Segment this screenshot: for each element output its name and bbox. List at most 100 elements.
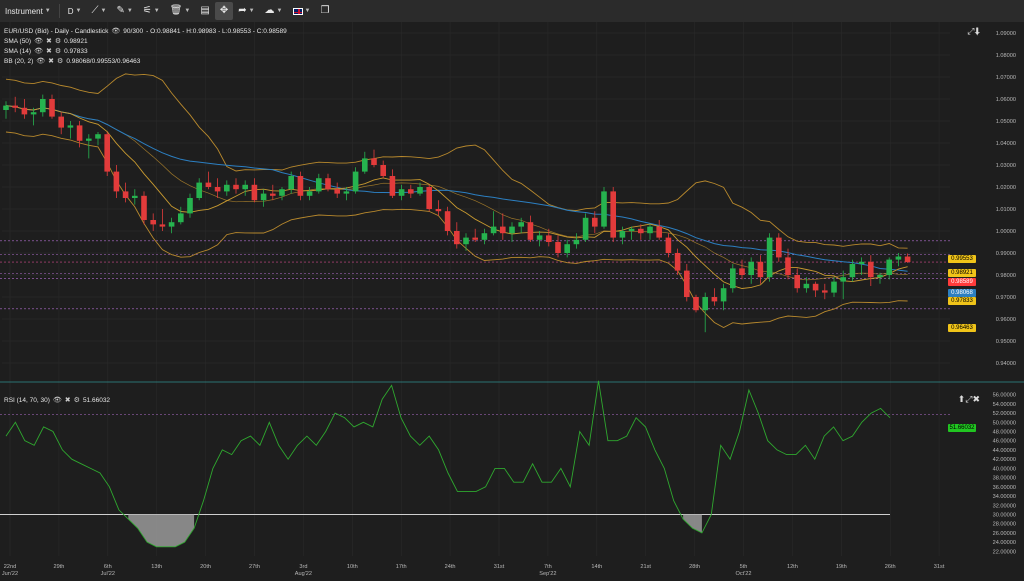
gear-icon[interactable]: ⚙ [54, 38, 62, 45]
chevron-down-icon: ▼ [184, 8, 191, 14]
bear-candle [113, 171, 120, 192]
close-icon[interactable]: ✖ [45, 48, 52, 55]
rsi-axis-label: 28.00000 [993, 522, 1016, 528]
chevron-down-icon: ▼ [153, 8, 160, 14]
bull-candle [518, 222, 524, 227]
bear-candle [233, 184, 239, 190]
rsi-axis-label: 26.00000 [993, 531, 1016, 537]
share-button[interactable]: ➦ ▼ [233, 0, 259, 22]
bear-candle [251, 184, 258, 201]
bull-candle [86, 138, 92, 141]
rsi-tag: 51.66032 [948, 424, 976, 432]
weather-button[interactable]: ☁ ▼ [260, 0, 288, 22]
bear-candle [757, 261, 764, 278]
rsi-axis-label: 56.00000 [993, 393, 1016, 399]
panel-controls-icon[interactable]: ⬆⤢✖ [957, 394, 980, 404]
bear-candle [334, 189, 340, 194]
rsi-axis-label: 24.00000 [993, 540, 1016, 546]
popout-window-button[interactable]: ❐ [315, 0, 334, 22]
eye-icon[interactable]: 👁 [36, 58, 46, 65]
bear-candle [408, 189, 414, 194]
bear-candle [325, 178, 331, 190]
eye-icon[interactable]: 👁 [52, 397, 62, 404]
bull-candle [509, 226, 515, 234]
bear-candle [868, 261, 874, 278]
bull-candle [187, 198, 193, 214]
bear-candle [500, 226, 506, 234]
bull-candle [398, 189, 405, 196]
bull-candle [573, 239, 580, 245]
bull-candle [831, 281, 837, 293]
time-axis-label: 3rd [299, 564, 307, 570]
ohlc-readout: - O:0.98841 - H:0.98983 - L:0.98553 - C:… [146, 27, 287, 35]
time-axis-month-label: Jul'22 [101, 571, 115, 576]
eye-icon[interactable]: 👁 [34, 38, 43, 45]
bull-candle [67, 125, 74, 128]
bear-candle [380, 165, 386, 176]
close-icon[interactable]: ✖ [48, 58, 55, 65]
bear-candle [812, 283, 819, 291]
rsi-value: 51.66032 [82, 396, 111, 404]
rsi-axis-label: 42.00000 [993, 457, 1016, 463]
instrument-dropdown[interactable]: Instrument ▼ [0, 0, 56, 22]
bull-candle [536, 235, 543, 240]
bear-candle [794, 275, 800, 289]
panels-button[interactable]: ▤ [195, 0, 214, 22]
trendline-tool-button[interactable]: ⟋ ▼ [86, 0, 111, 22]
bull-candle [95, 134, 101, 139]
price-axis-label: 0.95000 [996, 339, 1016, 345]
eye-icon[interactable]: 👁 [34, 48, 43, 55]
bull-candle [481, 233, 488, 240]
close-icon[interactable]: ✖ [45, 38, 52, 45]
bear-candle [592, 217, 598, 227]
bull-candle [30, 112, 37, 115]
rsi-axis-label: 32.00000 [993, 503, 1016, 509]
bear-candle [159, 224, 166, 227]
rsi-axis-label: 44.00000 [993, 448, 1016, 454]
gear-icon[interactable]: ⚙ [57, 58, 64, 65]
time-axis-label: 31st [494, 564, 505, 570]
instrument-label: Instrument [5, 6, 43, 16]
bull-candle [3, 105, 9, 110]
expand-icon[interactable]: ⤢⬇ [967, 26, 980, 36]
time-axis-label: 29th [53, 564, 64, 570]
chevron-down-icon: ▼ [276, 8, 283, 14]
symbol-label: EUR/USD (Bid) - Daily - Candlestick [4, 27, 109, 35]
gear-icon[interactable]: ⚙ [54, 48, 62, 55]
bear-candle [555, 242, 561, 253]
price-axis-label: 0.96000 [996, 317, 1016, 323]
bull-candle [702, 297, 708, 311]
measure-tool-button[interactable]: ⚟ ▼ [138, 0, 165, 22]
bull-candle [352, 171, 359, 192]
bear-candle [12, 105, 18, 108]
time-axis-label: 22nd [4, 564, 16, 570]
measure-icon: ⚟ [142, 5, 152, 16]
crosshair-button[interactable]: ✥ [214, 2, 234, 20]
bull-candle [168, 222, 175, 227]
language-dropdown[interactable]: ▼ [288, 0, 316, 22]
brush-tool-button[interactable]: ✎ ▼ [111, 0, 137, 22]
bear-candle [76, 125, 83, 141]
bear-candle [546, 235, 552, 242]
rsi-axis-label: 48.00000 [993, 430, 1016, 436]
chart-area[interactable]: 1.09000 1.08000 1.07000 1.06000 1.05000 1.040… [0, 22, 1024, 577]
close-icon[interactable]: ✖ [64, 397, 71, 404]
bull-candle [306, 191, 313, 196]
bull-candle [242, 184, 248, 190]
bb-mid-line [5, 105, 908, 281]
bear-candle [444, 211, 451, 231]
bull-candle [628, 228, 635, 231]
bb-label: BB (20, 2) [4, 57, 34, 65]
gear-icon[interactable]: ⚙ [73, 397, 80, 404]
bear-candle [472, 237, 478, 240]
rsi-axis-label: 22.00000 [993, 549, 1016, 555]
price-chart-svg[interactable]: 1.09000 1.08000 1.07000 1.06000 1.05000 1.040… [0, 22, 1024, 577]
delete-tool-button[interactable]: 🗑 ▼ [165, 0, 196, 22]
bull-candle [647, 226, 653, 234]
toolbar-divider [58, 4, 60, 18]
interval-dropdown[interactable]: D ▼ [63, 0, 87, 22]
bb-legend: BB (20, 2) 👁 ✖ ⚙ 0.98068/0.99553/0.96463 [4, 57, 140, 66]
rsi-axis-label: 34.00000 [993, 494, 1016, 500]
eye-icon[interactable]: 👁 [111, 28, 121, 35]
bear-candle [150, 220, 156, 225]
